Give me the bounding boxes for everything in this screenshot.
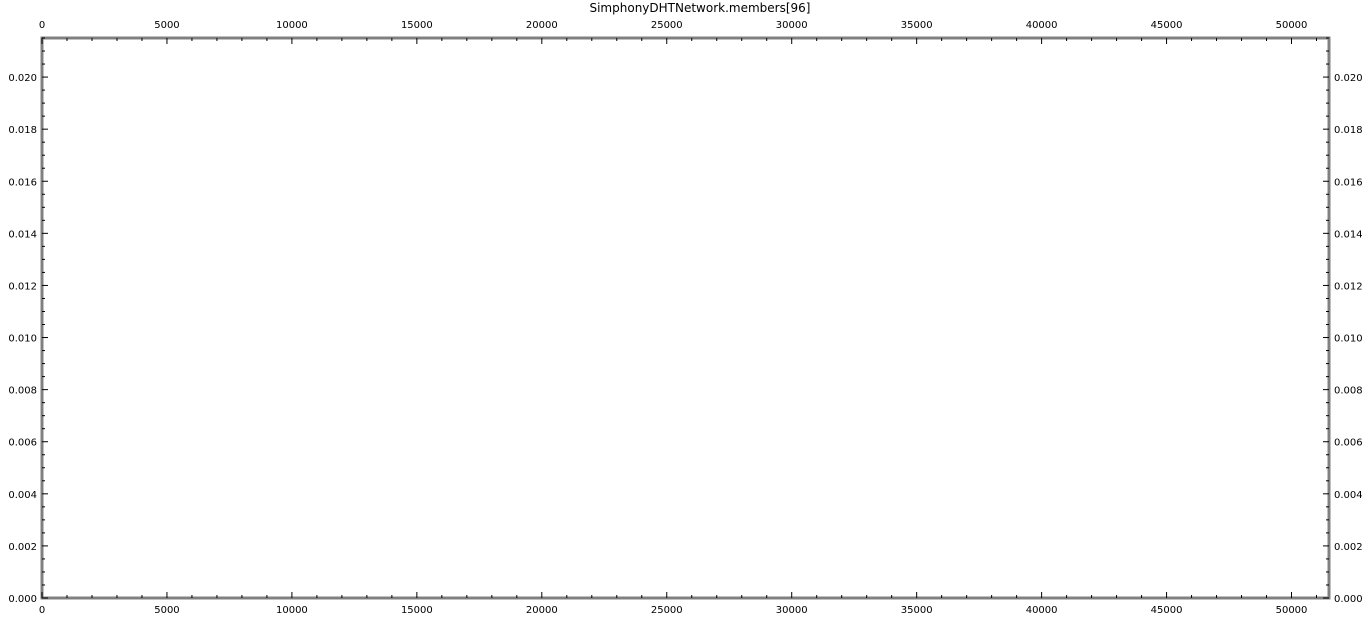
x-tick-label-top: 5000 [154,20,179,31]
y-tick-label-left: 0.020 [8,73,37,84]
y-tick-label-left: 0.010 [8,334,37,345]
y-tick-label-left: 0.012 [8,281,37,292]
x-tick-label-top: 40000 [1026,20,1058,31]
y-tick-label-left: 0.000 [8,594,37,605]
axes: 0 0 5000 5000 10000 10000 15000 15000 20000 20000… [8,20,1362,616]
x-tick-label-bottom: 15000 [401,605,433,616]
y-tick-label-left: 0.014 [8,229,37,240]
y-tick-label-right: 0.010 [1334,334,1363,345]
x-tick-label-top: 30000 [776,20,808,31]
y-tick-label-right: 0.002 [1334,542,1363,553]
chart-title: SimphonyDHTNetwork.members[96] [589,1,810,15]
x-tick-label-bottom: 45000 [1151,605,1183,616]
x-tick-label-bottom: 5000 [154,605,179,616]
x-tick-label-top: 35000 [901,20,933,31]
x-tick-label-top: 10000 [276,20,308,31]
y-tick-label-right: 0.012 [1334,281,1363,292]
x-tick-label-bottom: 50000 [1276,605,1308,616]
x-tick-label-top: 25000 [651,20,683,31]
y-tick-label-left: 0.016 [8,177,37,188]
y-tick-label-left: 0.006 [8,438,37,449]
x-tick-label-top: 15000 [401,20,433,31]
x-tick-label-top: 0 [39,20,45,31]
y-tick-label-right: 0.006 [1334,438,1363,449]
y-tick-label-left: 0.004 [8,490,37,501]
x-tick-label-bottom: 0 [39,605,45,616]
y-tick-label-right: 0.014 [1334,229,1363,240]
y-tick-label-left: 0.018 [8,125,37,136]
y-tick-label-right: 0.016 [1334,177,1363,188]
plot-frame [40,36,1331,600]
x-tick-label-top: 20000 [526,20,558,31]
y-tick-label-left: 0.008 [8,386,37,397]
y-tick-label-right: 0.000 [1334,594,1363,605]
x-tick-label-bottom: 10000 [276,605,308,616]
x-tick-label-bottom: 35000 [901,605,933,616]
y-tick-label-right: 0.004 [1334,490,1363,501]
x-tick-label-bottom: 30000 [776,605,808,616]
x-tick-label-top: 45000 [1151,20,1183,31]
y-tick-label-right: 0.018 [1334,125,1363,136]
y-tick-label-right: 0.008 [1334,386,1363,397]
y-tick-label-right: 0.020 [1334,73,1363,84]
x-tick-label-top: 50000 [1276,20,1308,31]
x-tick-label-bottom: 25000 [651,605,683,616]
x-tick-label-bottom: 40000 [1026,605,1058,616]
y-tick-label-left: 0.002 [8,542,37,553]
x-tick-label-bottom: 20000 [526,605,558,616]
